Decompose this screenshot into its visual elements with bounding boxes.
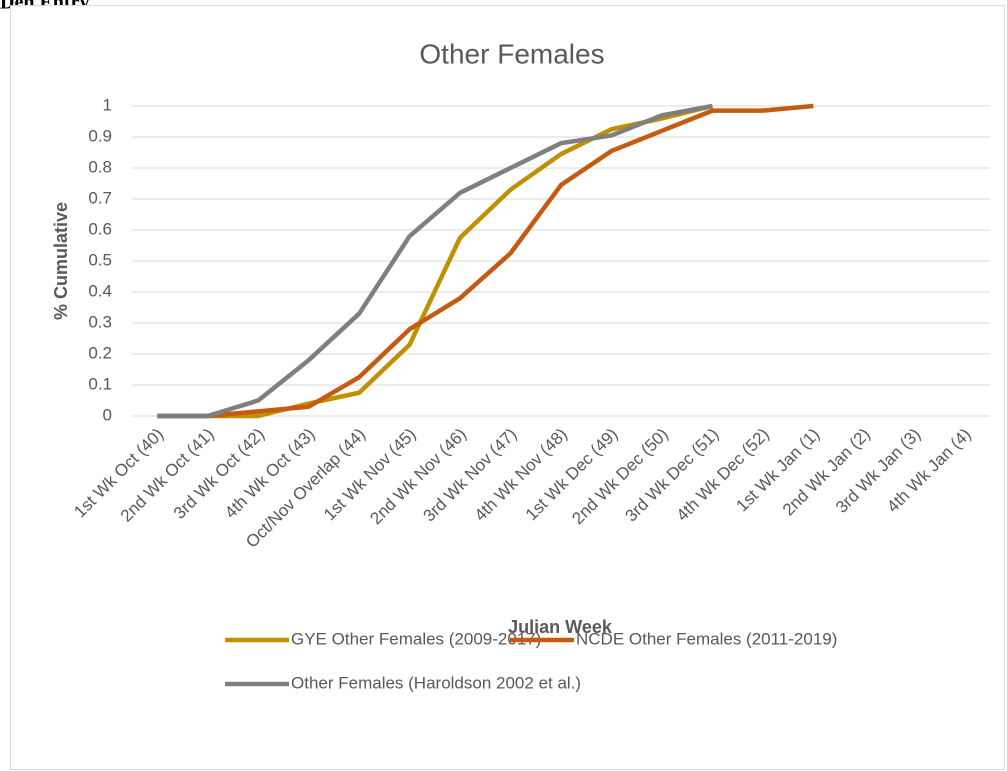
y-tick-label: 0.6 [88, 219, 112, 238]
series-line [157, 103, 713, 419]
x-axis-label: Julian Week [508, 617, 613, 637]
series-line [157, 103, 814, 419]
y-tick-label: 0.3 [88, 312, 112, 331]
legend-label: GYE Other Females (2009-2017) [291, 629, 541, 648]
y-axis-label: % Cumulative [51, 202, 71, 320]
series-line [157, 103, 713, 419]
y-tick-label: 0.4 [88, 281, 112, 300]
y-tick-label: 0.1 [88, 374, 112, 393]
y-tick-label: 0.7 [88, 188, 112, 207]
y-tick-label: 1 [103, 95, 112, 114]
chart-title: Other Females [419, 38, 604, 69]
y-tick-label: 0.9 [88, 126, 112, 145]
chart-border [10, 5, 1005, 770]
y-tick-label: 0.5 [88, 250, 112, 269]
y-tick-label: 0.8 [88, 157, 112, 176]
y-tick-label: 0 [103, 405, 112, 424]
legend-label: NCDE Other Females (2011-2019) [576, 629, 837, 648]
legend-label: Other Females (Haroldson 2002 et al.) [291, 673, 581, 692]
y-tick-label: 0.2 [88, 343, 112, 362]
